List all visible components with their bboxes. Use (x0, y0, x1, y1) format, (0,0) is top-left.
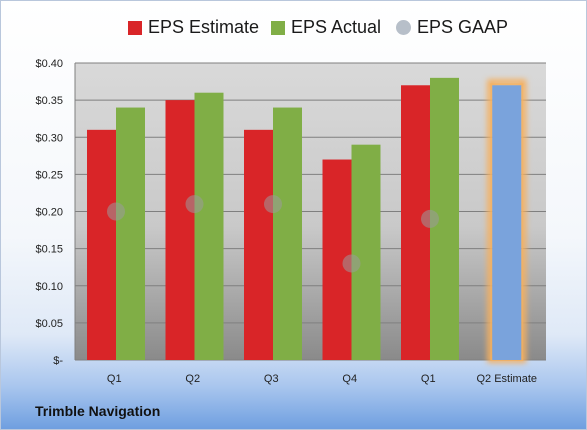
bar-eps-estimate (492, 85, 522, 361)
point-eps-gaap (107, 202, 125, 221)
y-tick-label: $0.10 (35, 281, 63, 293)
legend-item-estimate: EPS Estimate (128, 17, 259, 38)
legend-label-actual: EPS Actual (291, 17, 382, 37)
x-tick-label: Q1 (107, 373, 122, 385)
y-tick-label: $0.20 (35, 207, 63, 219)
point-eps-gaap (185, 195, 204, 214)
x-tick-label: Q1 (421, 373, 436, 385)
x-tick-label: Q4 (342, 373, 357, 385)
bar-eps-actual (116, 107, 145, 360)
y-tick-label: $0.05 (35, 318, 63, 330)
x-tick-label: Q2 (185, 373, 200, 385)
point-eps-gaap (342, 254, 361, 273)
legend-dot-gaap (396, 20, 411, 35)
point-eps-gaap (264, 195, 282, 214)
point-eps-gaap (421, 209, 439, 228)
legend-item-actual: EPS Actual (271, 17, 381, 38)
legend-swatch-actual (271, 20, 285, 35)
legend-label-estimate: EPS Estimate (148, 17, 260, 37)
x-tick-label: Q2 Estimate (476, 373, 537, 385)
company-name: Trimble Navigation (35, 403, 161, 419)
bar-eps-estimate (244, 129, 273, 360)
bar-eps-actual (351, 144, 381, 360)
y-tick-label: $0.35 (35, 95, 63, 107)
bar-eps-actual (194, 92, 224, 360)
y-tick-label: $0.25 (35, 169, 63, 181)
legend-item-gaap: EPS GAAP (396, 17, 508, 38)
y-tick-label: $- (53, 355, 63, 367)
y-tick-label: $0.15 (35, 244, 63, 256)
bar-eps-actual (273, 107, 302, 360)
legend: EPS Estimate EPS Actual EPS GAAP (1, 17, 586, 43)
y-tick-label: $0.40 (35, 58, 63, 70)
legend-swatch-estimate (128, 20, 142, 35)
y-tick-label: $0.30 (35, 132, 63, 144)
legend-label-gaap: EPS GAAP (417, 17, 509, 37)
bar-eps-estimate (87, 129, 116, 360)
x-tick-label: Q3 (264, 373, 279, 385)
bar-eps-estimate (165, 100, 195, 360)
